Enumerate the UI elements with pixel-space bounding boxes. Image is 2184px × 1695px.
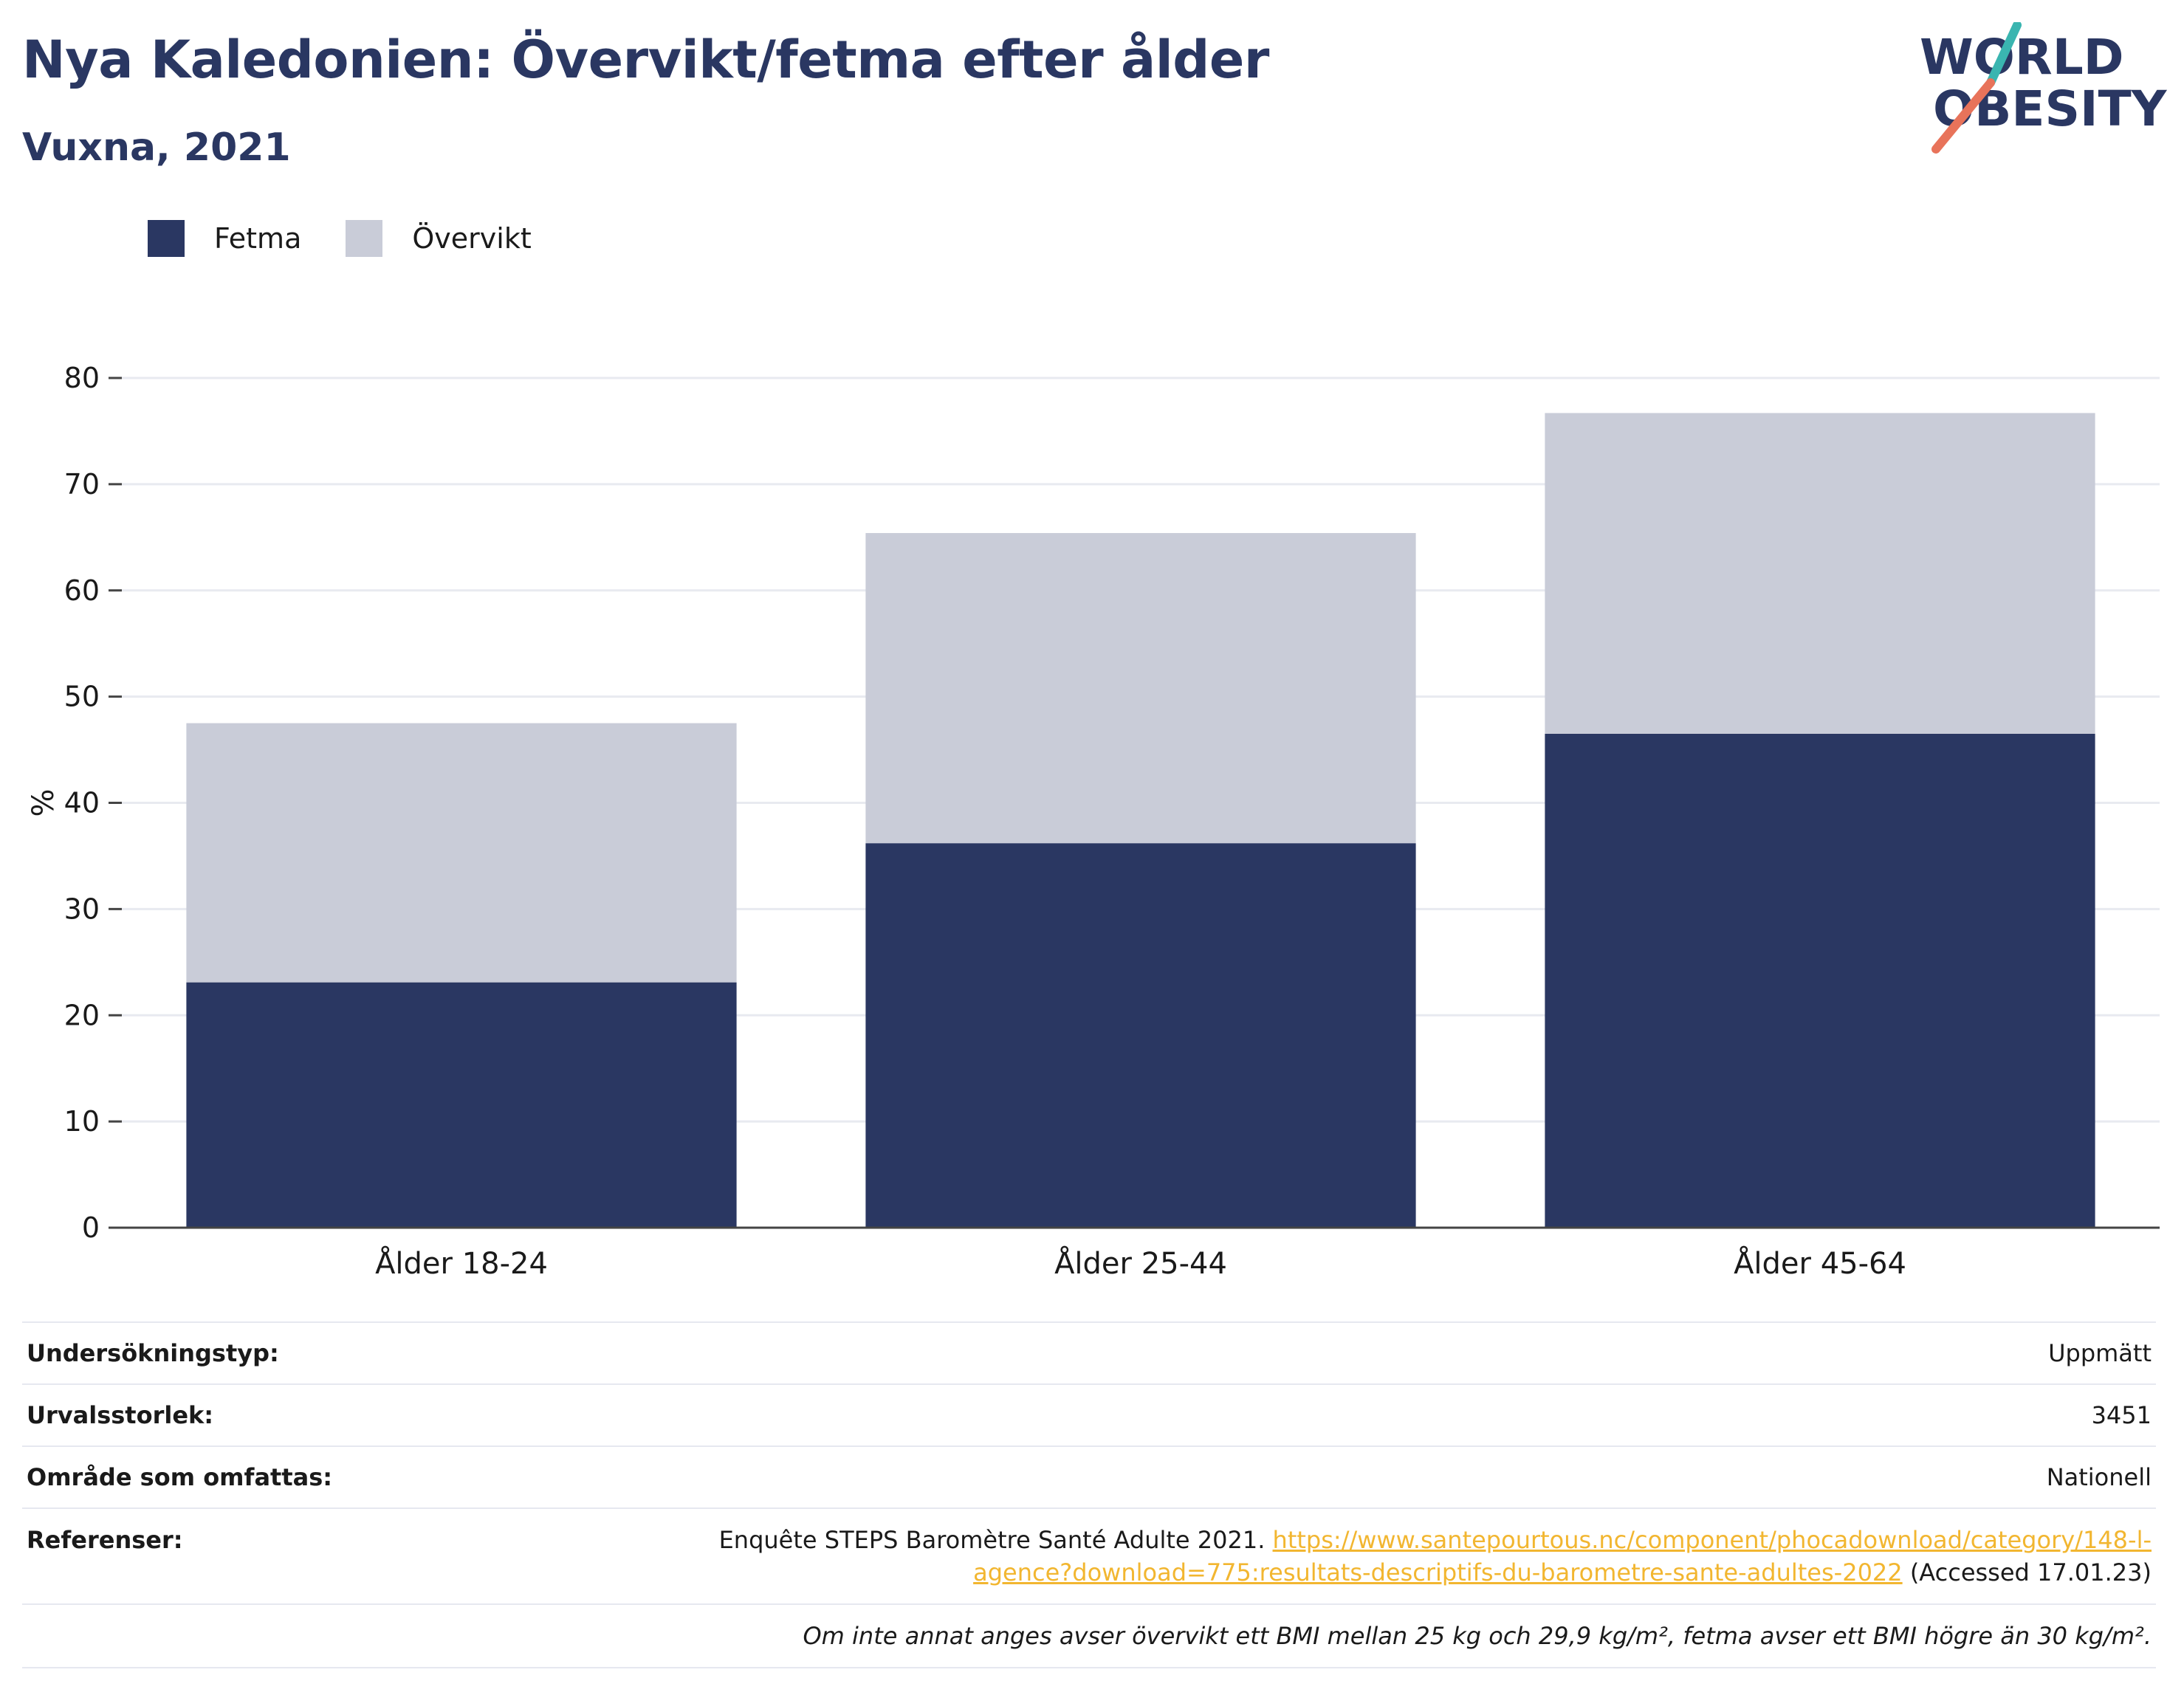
meta-value-sample-size: 3451 <box>696 1383 2156 1446</box>
bar-overvikt <box>865 533 1416 844</box>
legend-item-fetma[interactable]: Fetma <box>148 220 301 257</box>
references-text: Enquête STEPS Baromètre Santé Adulte 202… <box>718 1526 1266 1554</box>
legend-swatch-overvikt <box>346 220 383 257</box>
references-link-line1[interactable]: https://www.santepourtous.nc/component/p… <box>1272 1526 2152 1554</box>
chart-subtitle: Vuxna, 2021 <box>22 126 291 170</box>
logo-slash-teal <box>1986 22 2022 87</box>
meta-row-coverage: Område som omfattas: Nationell <box>22 1445 2156 1508</box>
bar-fetma <box>1545 733 2095 1228</box>
y-tick-label: 10 <box>64 1105 100 1138</box>
y-tick-label: 20 <box>64 999 100 1031</box>
stacked-bar-chart: 0 10 20 30 40 50 60 70 80% Ålder 18-24 Ålder 25-44… <box>27 362 2160 1281</box>
x-tick-label: Ålder 18-24 <box>375 1245 548 1281</box>
meta-label-sample-size: Urvalsstorlek: <box>22 1383 696 1446</box>
meta-row-survey-type: Undersökningstyp: Uppmätt <box>22 1321 2156 1384</box>
meta-row-sample-size: Urvalsstorlek: 3451 <box>22 1383 2156 1446</box>
bar-fetma <box>865 843 1416 1228</box>
metadata-table: Undersökningstyp: Uppmätt Urvalsstorlek:… <box>22 1321 2156 1668</box>
legend-label-fetma: Fetma <box>214 222 302 255</box>
x-tick-label: Ålder 25-44 <box>1054 1245 1227 1281</box>
y-tick-label: 30 <box>64 893 100 925</box>
meta-label-references: Referenser: <box>22 1507 696 1604</box>
y-axis-label: % <box>27 788 61 816</box>
bar-overvikt <box>186 723 737 983</box>
legend-item-overvikt[interactable]: Övervikt <box>346 220 532 257</box>
bar-overvikt <box>1545 413 2095 734</box>
chart-legend: Fetma Övervikt <box>148 220 576 257</box>
meta-label-coverage: Område som omfattas: <box>22 1445 696 1508</box>
y-tick-label: 40 <box>64 787 100 819</box>
logo-text-world: WORLD <box>1920 29 2124 86</box>
references-link-line2[interactable]: agence?download=775:resultats-descriptif… <box>973 1558 1903 1586</box>
logo-slash-coral <box>1931 78 1995 154</box>
chart-title: Nya Kaledonien: Övervikt/fetma efter åld… <box>22 30 1269 90</box>
world-obesity-logo: WORLD OBESITY <box>1920 22 2168 154</box>
meta-row-note: Om inte annat anges avser övervikt ett B… <box>22 1603 2156 1668</box>
bmi-definition-note: Om inte annat anges avser övervikt ett B… <box>22 1603 2156 1668</box>
y-tick-label: 60 <box>64 574 100 607</box>
meta-row-references: Referenser: Enquête STEPS Baromètre Sant… <box>22 1507 2156 1604</box>
meta-value-references: Enquête STEPS Baromètre Santé Adulte 202… <box>696 1507 2156 1604</box>
references-accessed: (Accessed 17.01.23) <box>1909 1558 2152 1586</box>
legend-label-overvikt: Övervikt <box>412 222 532 255</box>
meta-label-survey-type: Undersökningstyp: <box>22 1321 696 1384</box>
legend-swatch-fetma <box>148 220 185 257</box>
x-tick-label: Ålder 45-64 <box>1734 1245 1906 1281</box>
y-tick-label: 80 <box>64 362 100 394</box>
bar-fetma <box>186 982 737 1228</box>
y-tick-label: 70 <box>64 468 100 501</box>
meta-value-survey-type: Uppmätt <box>696 1321 2156 1384</box>
y-tick-label: 50 <box>64 681 100 713</box>
y-tick-label: 0 <box>82 1211 100 1244</box>
meta-value-coverage: Nationell <box>696 1445 2156 1508</box>
